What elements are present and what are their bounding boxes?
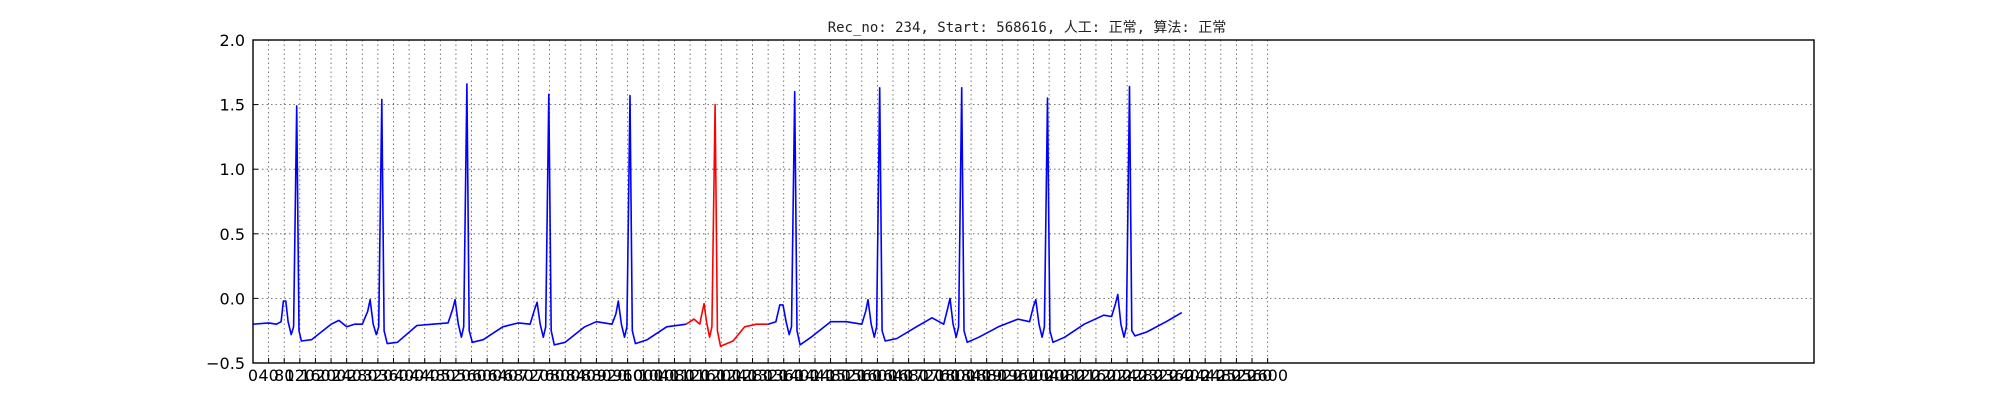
x-tick-label: 960 (612, 366, 643, 385)
x-tick-label: 920 (597, 366, 628, 385)
x-tick-label: 440 (409, 366, 440, 385)
x-tick-label: 760 (534, 366, 565, 385)
x-tick-label: 2360 (1154, 366, 1195, 385)
x-tick-label: 1320 (748, 366, 789, 385)
axis-ticks: 0 408012016020024028032036040044048052056… (206, 31, 1288, 385)
x-tick-label: 1280 (732, 366, 773, 385)
x-tick-label: 2400 (1169, 366, 1210, 385)
x-tick-label: 2280 (1122, 366, 1163, 385)
x-tick-label: 560 (456, 366, 487, 385)
x-tick-label: 0 (248, 366, 258, 385)
chart-title: Rec_no: 234, Start: 568616, 人工: 正常, 算法: … (828, 20, 1227, 36)
grid-lines (252, 39, 1814, 364)
y-tick-label: 0.5 (220, 225, 245, 244)
x-tick-label: 1920 (982, 366, 1023, 385)
x-tick-label: 2160 (1076, 366, 1117, 385)
x-tick-label: 1040 (639, 366, 680, 385)
x-tick-label: 2560 (1232, 366, 1273, 385)
x-tick-label: 800 (550, 366, 581, 385)
x-tick-label: 2240 (1107, 366, 1148, 385)
x-tick-label: 880 (581, 366, 612, 385)
x-tick-label: 840 (566, 366, 597, 385)
x-tick-label: 2000 (1013, 366, 1054, 385)
x-tick-label: 240 (331, 366, 362, 385)
series-layer (252, 83, 1183, 348)
x-tick-label: 720 (519, 366, 550, 385)
x-tick-label: 2080 (1044, 366, 1085, 385)
x-tick-label: 40 (258, 366, 278, 385)
x-tick-label: 1000 (623, 366, 664, 385)
x-tick-label: 2120 (1060, 366, 1101, 385)
x-tick-label: 1120 (670, 366, 711, 385)
x-tick-label: 1200 (701, 366, 742, 385)
x-tick-label: 1440 (795, 366, 836, 385)
x-tick-label: 1800 (935, 366, 976, 385)
x-tick-label: 2440 (1185, 366, 1226, 385)
x-tick-label: 360 (378, 366, 409, 385)
x-tick-label: 1680 (888, 366, 929, 385)
x-tick-label: 120 (285, 366, 316, 385)
x-tick-label: 480 (425, 366, 456, 385)
x-tick-label: 200 (316, 366, 347, 385)
x-tick-label: 1480 (810, 366, 851, 385)
x-tick-label: 680 (503, 366, 534, 385)
y-tick-label: 2.0 (220, 31, 245, 50)
x-tick-label: 1520 (826, 366, 867, 385)
ecg-series-2 (685, 103, 769, 348)
x-tick-label: 600 (472, 366, 503, 385)
x-tick-label: 1880 (966, 366, 1007, 385)
x-tick-label: 160 (300, 366, 331, 385)
x-tick-label: 2040 (1029, 366, 1070, 385)
x-tick-label: 520 (441, 366, 472, 385)
x-tick-label: 1400 (779, 366, 820, 385)
x-tick-label: 2480 (1200, 366, 1241, 385)
x-tick-label: 1960 (998, 366, 1039, 385)
x-tick-label: 2200 (1091, 366, 1132, 385)
x-tick-label: 640 (487, 366, 518, 385)
ecg-series-1 (252, 83, 687, 346)
x-tick-label: 400 (394, 366, 425, 385)
y-tick-label: −0.5 (206, 354, 245, 373)
y-tick-label: 1.0 (220, 160, 245, 179)
x-tick-label: 1720 (904, 366, 945, 385)
x-tick-label: 1600 (857, 366, 898, 385)
x-tick-label: 1640 (873, 366, 914, 385)
x-tick-label: 80 (274, 366, 294, 385)
y-tick-label: 0.0 (220, 289, 245, 308)
x-tick-label: 1760 (919, 366, 960, 385)
ecg-series-3 (767, 85, 1183, 346)
x-tick-label: 1360 (763, 366, 804, 385)
x-tick-label: 1560 (841, 366, 882, 385)
x-tick-label: 1240 (717, 366, 758, 385)
x-tick-label: 1840 (951, 366, 992, 385)
x-tick-label: 2600 (1247, 366, 1288, 385)
x-tick-label: 1160 (685, 366, 726, 385)
x-tick-label: 280 (347, 366, 378, 385)
x-tick-label: 1080 (654, 366, 695, 385)
y-tick-label: 1.5 (220, 96, 245, 115)
x-tick-label: 2320 (1138, 366, 1179, 385)
x-tick-label: 2520 (1216, 366, 1257, 385)
x-tick-label: 320 (363, 366, 394, 385)
